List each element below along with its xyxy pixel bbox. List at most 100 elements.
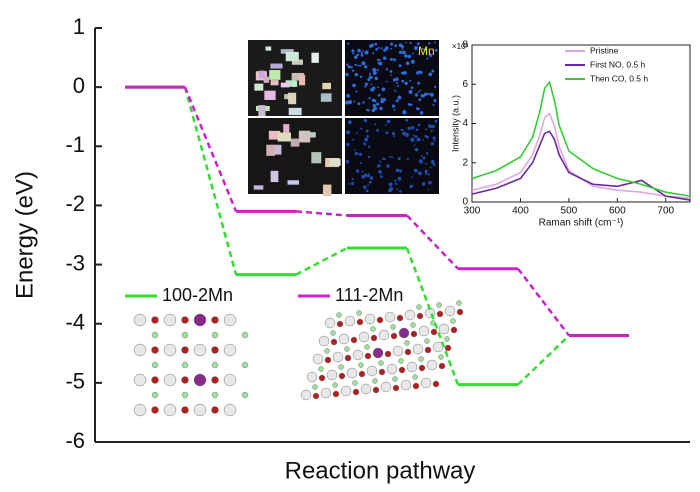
eds-dot <box>366 108 369 112</box>
particle <box>274 144 282 155</box>
eds-dot <box>399 169 403 173</box>
atom <box>332 382 338 388</box>
atom <box>151 391 159 399</box>
eds-dot <box>348 100 353 104</box>
eds-dot <box>360 162 362 164</box>
eds-dot <box>351 177 354 181</box>
atom <box>370 326 376 332</box>
particle <box>270 170 279 183</box>
atom <box>410 322 416 328</box>
atom <box>223 373 237 387</box>
atom <box>336 312 342 318</box>
atom <box>300 389 312 401</box>
atom <box>223 403 237 417</box>
atom <box>211 361 219 369</box>
eds-dot <box>427 124 432 128</box>
eds-dot <box>428 42 431 45</box>
atom <box>344 315 356 327</box>
y-tick-label: -5 <box>65 369 85 394</box>
eds-dot <box>394 179 397 182</box>
eds-dot <box>378 61 383 66</box>
particle <box>269 69 281 80</box>
eds-dot <box>432 136 436 140</box>
atom <box>181 406 189 414</box>
eds-dot <box>377 164 381 168</box>
atom <box>211 331 219 339</box>
y-tick-label: -4 <box>65 310 85 335</box>
eds-dot <box>425 128 428 131</box>
eds-dot <box>413 46 418 50</box>
eds-dot <box>409 79 412 82</box>
eds-dot <box>409 103 413 107</box>
eds-dot <box>414 135 418 139</box>
eds-dot <box>415 107 419 110</box>
eds-dot <box>353 149 356 151</box>
atom <box>151 406 159 414</box>
raman-line <box>471 80 691 197</box>
atom <box>181 346 189 354</box>
atom <box>456 300 462 306</box>
eds-dot <box>394 44 397 48</box>
atom <box>133 403 147 417</box>
eds-dot <box>389 186 394 191</box>
eds-dot <box>352 52 355 55</box>
eds-dot <box>363 118 368 123</box>
eds-dot <box>426 57 429 60</box>
eds-dot <box>430 142 434 146</box>
eds-dot <box>398 50 403 54</box>
eds-dot <box>417 171 422 176</box>
particle <box>311 52 319 63</box>
particle <box>291 59 303 65</box>
atom <box>352 388 360 396</box>
eds-dot <box>417 70 421 74</box>
eds-dot <box>405 132 410 137</box>
legend-label: Pristine <box>590 45 619 55</box>
legend-label: Then CO, 0.5 h <box>590 73 648 83</box>
particle <box>298 130 311 143</box>
atom <box>151 376 159 384</box>
eds-dot <box>418 159 423 164</box>
eds-dot <box>388 155 391 158</box>
eds-dot <box>402 71 407 75</box>
legend-label: 111-2Mn <box>335 285 403 305</box>
eds-dot <box>422 139 424 141</box>
atom <box>223 343 237 357</box>
particle <box>322 184 332 197</box>
eds-dot <box>380 175 383 178</box>
eds-dot <box>353 55 358 60</box>
eds-dot <box>391 156 393 159</box>
eds-dot <box>406 158 409 161</box>
atom <box>400 379 412 391</box>
atom <box>426 359 438 371</box>
atom <box>352 349 364 361</box>
atom <box>450 326 458 334</box>
inset-x-label: Raman shift (cm⁻¹) <box>539 218 624 229</box>
eds-dot <box>369 176 374 180</box>
eds-dot <box>380 97 383 100</box>
eds-dot <box>368 73 371 76</box>
atom <box>444 336 450 342</box>
atom <box>392 384 400 392</box>
eds-dot <box>419 111 424 115</box>
x-axis-label: Reaction pathway <box>285 457 476 484</box>
eds-dot <box>374 42 378 46</box>
y-tick-label: 8 <box>462 40 468 51</box>
particle <box>265 46 272 51</box>
eds-dot <box>386 119 391 124</box>
eds-dot <box>382 97 386 102</box>
atom <box>430 328 438 336</box>
eds-dot <box>402 131 407 136</box>
eds-dot <box>370 75 374 79</box>
atom <box>346 367 358 379</box>
eds-dot <box>389 70 393 73</box>
particle <box>290 138 300 147</box>
atom <box>193 373 207 387</box>
eds-dot <box>421 182 426 186</box>
eds-dot <box>376 102 380 106</box>
eds-dot <box>400 128 403 132</box>
eds-dot <box>414 93 419 97</box>
eds-dot <box>397 176 402 181</box>
atom <box>378 368 386 376</box>
eds-dot <box>396 188 399 191</box>
eds-dot <box>433 99 437 103</box>
